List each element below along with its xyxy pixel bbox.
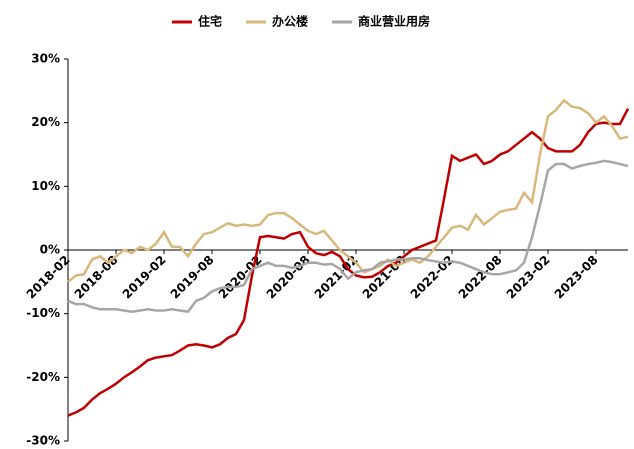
y-tick-label: 20%: [31, 115, 60, 129]
x-tick-label: 2020-08: [264, 253, 313, 302]
x-tick-label: 2020-02: [216, 253, 265, 302]
y-tick-label: 30%: [31, 52, 60, 66]
x-tick-label: 2018-02: [24, 253, 73, 302]
line-series: [67, 159, 629, 314]
y-tick-label: 0%: [40, 243, 60, 257]
line-series: [67, 98, 629, 283]
x-tick-label: 2023-02: [504, 253, 553, 302]
y-tick-label: -20%: [26, 370, 60, 384]
y-tick-label: -30%: [26, 434, 60, 448]
line-series: [67, 108, 630, 417]
legend-label: 办公楼: [272, 14, 308, 29]
legend-label: 住宅: [198, 14, 222, 29]
x-tick-label: 2019-02: [120, 253, 169, 302]
legend-label: 商业营业用房: [358, 14, 430, 29]
y-tick-label: -10%: [26, 306, 60, 320]
x-tick-label: 2023-08: [552, 253, 601, 302]
y-tick-label: 10%: [31, 179, 60, 193]
x-tick-label: 2022-08: [456, 253, 505, 302]
